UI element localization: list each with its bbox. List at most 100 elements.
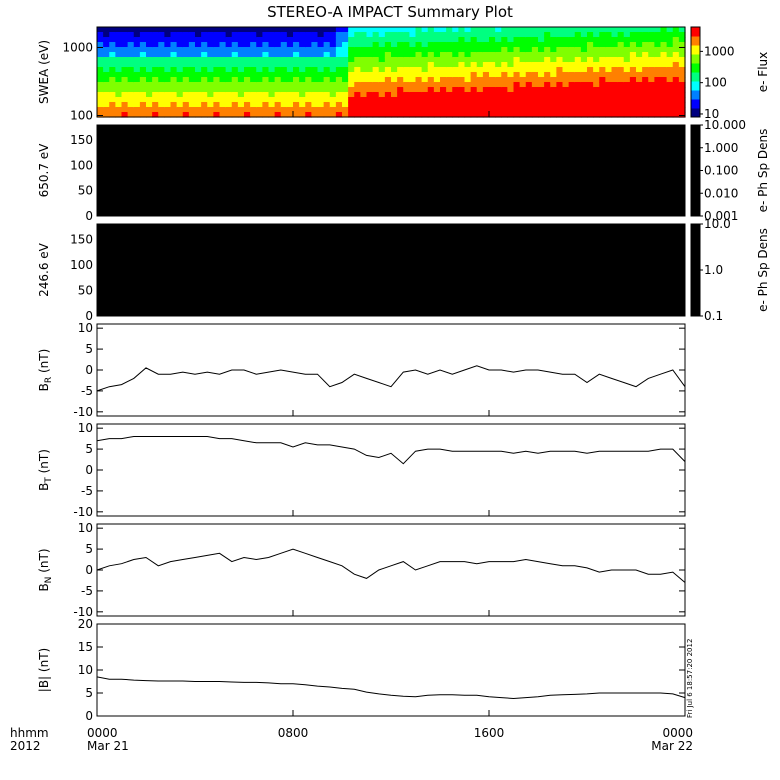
spectrogram-cell [427, 82, 435, 88]
spectrogram-cell [384, 57, 392, 63]
spectrogram-cell [519, 47, 527, 53]
spectrogram-cell [139, 27, 147, 33]
spectrogram-cell [286, 92, 294, 98]
spectrogram-cell [127, 112, 135, 118]
spectrogram-cell [611, 47, 619, 53]
spectrogram-cell [421, 107, 429, 113]
spectrogram-cell [237, 62, 245, 68]
panel-frame [96, 223, 686, 317]
spectrogram-cell [262, 97, 270, 103]
spectrogram-cell [666, 77, 674, 83]
spectrogram-cell [452, 97, 459, 103]
spectrogram-cell [231, 72, 239, 78]
time-tick-date: Mar 21 [87, 739, 129, 753]
spectrogram-cell [495, 102, 502, 108]
spectrogram-cell [482, 72, 490, 78]
spectrogram-cell [280, 102, 288, 108]
spectrogram-cell [366, 112, 374, 118]
y-tick-label: 15 [78, 640, 93, 654]
spectrogram-cell [384, 27, 392, 33]
spectrogram-cell [470, 92, 478, 98]
spectrogram-cell [146, 112, 153, 118]
colorbar-segment [691, 108, 700, 111]
spectrogram-cell [446, 62, 453, 68]
spectrogram-cell [335, 82, 343, 88]
spectrogram-cell [415, 47, 423, 53]
spectrogram-cell [623, 72, 631, 78]
colorbar-segment [691, 74, 700, 77]
spectrogram-cell [464, 62, 472, 68]
spectrogram-cell [146, 72, 153, 78]
spectrogram-cell [366, 47, 374, 53]
spectrogram-cell [433, 52, 441, 58]
spectrogram-cell [158, 47, 165, 53]
spectrogram-cell [678, 37, 686, 43]
y-axis-label: BT (nT) [37, 449, 54, 491]
spectrogram-cell [274, 27, 282, 33]
spectrogram-cell [97, 72, 104, 78]
spectrogram-cell [593, 27, 600, 33]
spectrogram-cell [329, 102, 337, 108]
spectrogram-cell [605, 92, 613, 98]
spectrogram-cell [544, 87, 551, 93]
spectrogram-cell [158, 112, 165, 118]
spectrogram-cell [262, 47, 270, 53]
spectrogram-cell [237, 67, 245, 73]
spectrogram-cell [146, 67, 153, 73]
spectrogram-cell [544, 107, 551, 113]
spectrogram-cell [678, 42, 686, 48]
spectrogram-cell [672, 67, 680, 73]
spectrogram-cell [207, 97, 214, 103]
spectrogram-cell [170, 42, 178, 48]
spectrogram-cell [654, 32, 662, 38]
spectrogram-cell [421, 77, 429, 83]
spectrogram-cell [158, 32, 165, 38]
spectrogram-cell [378, 37, 386, 43]
spectrogram-cell [158, 107, 165, 113]
spectrogram-cell [654, 37, 662, 43]
spectrogram-cell [225, 37, 233, 43]
colorbar-segment [691, 47, 700, 50]
spectrogram-cell [458, 32, 466, 38]
colorbar-segment [691, 54, 700, 57]
spectrogram-cell [133, 112, 141, 118]
spectrogram-cell [146, 97, 153, 103]
spectrogram-cell [636, 62, 643, 68]
spectrogram-cell [146, 37, 153, 43]
spectrogram-cell [182, 37, 190, 43]
spectrogram-cell [280, 27, 288, 33]
spectrogram-cell [274, 32, 282, 38]
spectrogram-cell [513, 37, 521, 43]
spectrogram-cell [654, 52, 662, 58]
spectrogram-cell [666, 47, 674, 53]
spectrogram-cell [629, 82, 637, 88]
spectrogram-cell [629, 97, 637, 103]
spectrogram-cell [268, 47, 276, 53]
spectrogram-cell [678, 102, 686, 108]
spectrogram-cell [660, 112, 668, 118]
spectrogram-cell [103, 72, 110, 78]
spectrogram-cell [182, 72, 190, 78]
spectrogram-cell [440, 77, 447, 83]
spectrogram-cell [280, 47, 288, 53]
spectrogram-cell [97, 87, 104, 93]
spectrogram-cell [617, 97, 625, 103]
spectrogram-cell [201, 52, 208, 58]
spectrogram-cell [256, 92, 263, 98]
spectrogram-cell [568, 47, 576, 53]
spectrogram-cell [201, 27, 208, 33]
spectrogram-cell [329, 82, 337, 88]
colorbar-tick-label: 0.100 [704, 164, 738, 178]
spectrogram-cell [446, 92, 453, 98]
spectrogram-cell [213, 107, 221, 113]
spectrogram-cell [207, 107, 214, 113]
spectrogram-cell [495, 112, 502, 118]
spectrogram-cell [556, 82, 564, 88]
spectrogram-cell [452, 42, 459, 48]
spectrogram-cell [188, 62, 196, 68]
pad-fill [97, 224, 685, 316]
spectrogram-cell [495, 52, 502, 58]
spectrogram-cell [433, 42, 441, 48]
spectrogram-cell [170, 112, 178, 118]
